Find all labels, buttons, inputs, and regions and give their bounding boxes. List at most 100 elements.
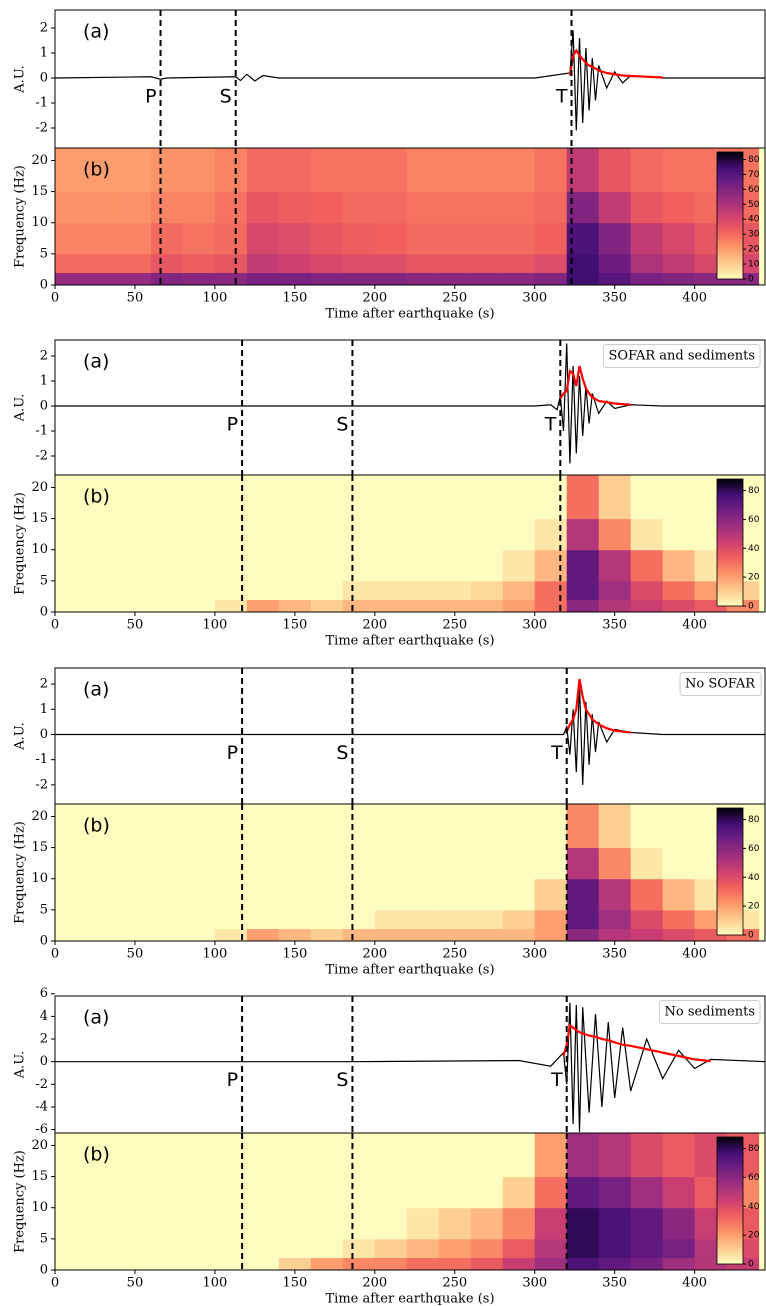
spectrogram-cell: [534, 475, 568, 520]
spectrogram-cell: [374, 191, 408, 224]
spectrogram-cell: [342, 599, 376, 613]
spectrogram-cell: [342, 272, 376, 286]
y-tick-label: 0: [40, 1054, 48, 1069]
colorbar-tick-label: 40: [748, 215, 760, 225]
colorbar-tick-label: 30: [748, 230, 760, 240]
spectrogram-cell: [246, 599, 280, 613]
spectrogram-cell: [374, 928, 408, 942]
spectrogram-cell: [182, 253, 216, 274]
spectrogram-cell: [374, 580, 408, 601]
spectrogram-cell: [662, 222, 696, 255]
spectrogram-cell: [470, 804, 504, 849]
x-tick-label: 100: [202, 947, 227, 962]
spectrogram-cell: [278, 148, 312, 193]
x-tick-label: 400: [682, 1276, 707, 1291]
spectrogram-cell: [182, 928, 216, 942]
spectrogram-cell: [534, 222, 568, 255]
spectrogram-cell: [470, 222, 504, 255]
spectrogram-cell: [278, 1176, 312, 1209]
spectrogram-cell: [55, 222, 88, 255]
spectrogram-cell: [182, 1176, 216, 1209]
x-axis-label: Time after earthquake (s): [325, 963, 494, 978]
spectrogram-cell: [342, 847, 376, 880]
spectrogram-cell: [86, 1257, 120, 1271]
spectrogram-cell: [662, 549, 696, 582]
spectrogram-cell: [342, 878, 376, 911]
spectrogram-cell: [118, 549, 152, 582]
spectrogram-cell: [374, 599, 408, 613]
spectrogram-cell: [118, 878, 152, 911]
spectrogram-cell: [246, 518, 280, 551]
spectrogram-cell: [150, 1133, 184, 1178]
spectrogram-cell: [662, 804, 696, 849]
spectrogram-cell: [55, 518, 88, 551]
spectrogram-cell: [182, 909, 216, 930]
annotation-box: [603, 344, 761, 368]
spectrogram-cell: [630, 475, 664, 520]
spectrogram-cell: [246, 847, 280, 880]
spectrogram-cell: [534, 878, 568, 911]
spectrogram-cell: [406, 847, 440, 880]
spectrogram-cell: [406, 878, 440, 911]
spectrogram-cell: [630, 1238, 664, 1259]
spectrogram-cell: [438, 804, 472, 849]
plot-frame: [54, 1132, 766, 1271]
spectrogram-cell: [406, 191, 440, 224]
y-axis-label: Frequency (Hz): [13, 821, 28, 924]
spectrogram-cell: [55, 191, 88, 224]
spectrogram-cell: [470, 599, 504, 613]
phase-label: T: [544, 414, 557, 436]
spectrogram-cell: [150, 475, 184, 520]
spectrogram-cell: [246, 475, 280, 520]
spectrogram-cell: [182, 1133, 216, 1178]
spectrogram-cell: [374, 518, 408, 551]
y-axis-label: A.U.: [13, 65, 28, 93]
y-tick-label: -1: [35, 424, 48, 439]
spectrogram-cell: [310, 475, 344, 520]
spectrogram-cell: [566, 804, 600, 849]
spectrogram-cell: [534, 1207, 568, 1240]
spectrogram-cell: [310, 148, 344, 193]
y-tick-label: 15: [31, 840, 48, 855]
spectrogram-cell: [566, 475, 600, 520]
panel-label: (a): [83, 351, 109, 373]
spectrogram-cell: [598, 909, 632, 930]
spectrogram-cell: [118, 847, 152, 880]
x-tick-label: 300: [522, 291, 547, 306]
spectrogram-cell: [55, 847, 88, 880]
spectrogram-cell: [630, 1257, 664, 1271]
spectrogram-cell: [438, 272, 472, 286]
spectrogram-cell: [246, 928, 280, 942]
spectrogram-cell: [86, 599, 120, 613]
spectrogram-cell: [534, 847, 568, 880]
spectrogram-cell: [566, 549, 600, 582]
spectrogram-cell: [118, 191, 152, 224]
y-axis-label: A.U.: [13, 394, 28, 422]
panel-label: (b): [83, 486, 110, 508]
spectrogram-cell: [342, 518, 376, 551]
y-tick-label: 5: [40, 902, 48, 917]
x-tick-label: 300: [522, 947, 547, 962]
colorbar-tick-label: 60: [748, 1173, 760, 1183]
spectrogram-cell: [150, 878, 184, 911]
phase-label: T: [550, 1069, 563, 1091]
phase-label: T: [555, 86, 568, 108]
y-tick-label: 2: [40, 21, 48, 36]
y-axis-label: A.U.: [13, 1051, 28, 1079]
spectrogram-cell: [86, 909, 120, 930]
spectrogram-cell: [55, 878, 88, 911]
plot-frame: [54, 667, 766, 805]
spectrogram-cell: [118, 475, 152, 520]
spectrogram-cell: [502, 148, 536, 193]
spectrogram-cell: [150, 599, 184, 613]
phase-label: S: [336, 414, 348, 436]
spectrogram-cell: [150, 580, 184, 601]
spectrogram-cell: [278, 253, 312, 274]
spectrogram-cell: [86, 878, 120, 911]
spectrogram-cell: [55, 1176, 88, 1209]
spectrogram-cell: [406, 222, 440, 255]
spectrogram-cell: [438, 909, 472, 930]
x-tick-label: 150: [282, 1276, 307, 1291]
spectrogram-cell: [374, 1257, 408, 1271]
spectrogram-cell: [662, 909, 696, 930]
